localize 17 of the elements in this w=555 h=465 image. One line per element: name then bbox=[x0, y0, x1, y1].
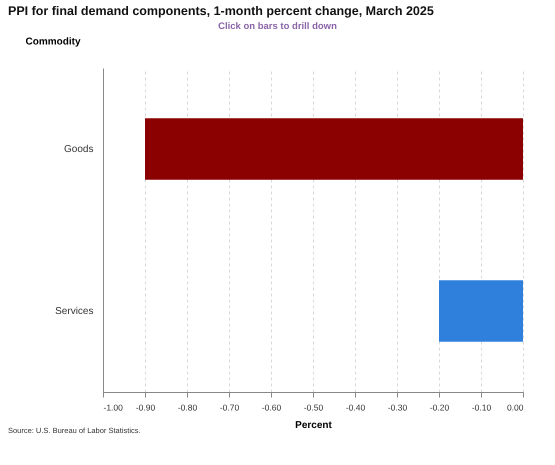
x-tick-label: -0.60 bbox=[262, 402, 282, 412]
chart-title: PPI for final demand components, 1-month percent change, March 2025 bbox=[8, 4, 434, 18]
x-tick-label: -0.10 bbox=[472, 402, 492, 412]
y-axis-title: Commodity bbox=[26, 36, 81, 48]
x-tick-label: -0.40 bbox=[346, 402, 366, 412]
x-tick-label: -0.20 bbox=[430, 402, 450, 412]
y-tick-label: Goods bbox=[64, 144, 94, 155]
y-tick-label: Services bbox=[55, 306, 94, 317]
x-tick-label: -0.80 bbox=[178, 402, 198, 412]
x-tick-label: 0.00 bbox=[506, 402, 524, 412]
x-tick-label: -0.30 bbox=[388, 402, 408, 412]
x-tick-label: -0.70 bbox=[220, 402, 240, 412]
x-tick-label: -1.00 bbox=[104, 402, 124, 412]
x-axis-title: Percent bbox=[295, 420, 333, 431]
chart-subtitle: Click on bars to drill down bbox=[217, 21, 338, 32]
x-tick-label: -0.90 bbox=[136, 402, 156, 412]
x-tick-label: -0.50 bbox=[304, 402, 324, 412]
